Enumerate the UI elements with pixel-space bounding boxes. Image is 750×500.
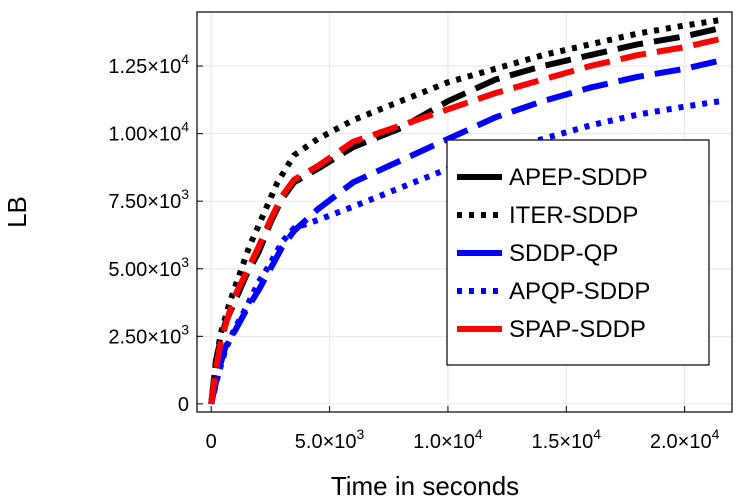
- legend-label-sddp-qp: SDDP-QP: [509, 240, 618, 267]
- y-tick-label: 7.50×103: [108, 186, 189, 213]
- series-line-spap-sddp: [208, 36, 721, 405]
- y-axis-label: LB: [2, 196, 32, 228]
- x-tick-label: 1.0×104: [413, 426, 483, 453]
- y-tick-label: 0: [178, 394, 189, 416]
- x-axis-label: Time in seconds: [331, 471, 519, 500]
- plot-frame: [196, 11, 733, 413]
- legend: APEP-SDDP ITER-SDDP SDDP-QP APQP-SDDP SPAP-S…: [446, 139, 710, 366]
- legend-label-apep-sddp: APEP-SDDP: [509, 164, 648, 191]
- y-tick-label: 5.00×103: [108, 254, 189, 281]
- legend-label-iter-sddp: ITER-SDDP: [509, 202, 638, 229]
- series-lines: [208, 17, 721, 405]
- x-tick-label: 1.5×104: [532, 426, 602, 453]
- series-line-sddp-qp: [208, 57, 721, 405]
- y-tick-label: 2.50×103: [108, 321, 189, 348]
- x-tick-label: 5.0×103: [295, 426, 365, 453]
- axis-ticks: 0 5.0×103 1.0×104 1.5×104 2.0×104 0 2.50×103 5.…: [108, 51, 719, 453]
- legend-label-apqp-sddp: APQP-SDDP: [509, 278, 650, 305]
- y-tick-label: 1.00×104: [108, 119, 189, 146]
- x-tick-label: 2.0×104: [650, 426, 720, 453]
- y-tick-label: 1.25×104: [108, 51, 189, 78]
- x-tick-label: 0: [206, 431, 217, 453]
- legend-label-spap-sddp: SPAP-SDDP: [509, 316, 646, 343]
